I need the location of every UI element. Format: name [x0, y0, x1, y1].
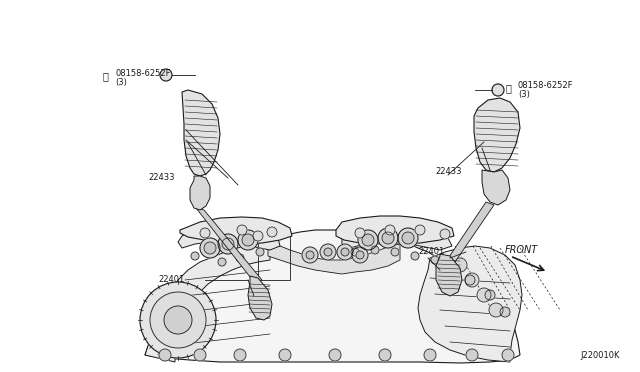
Circle shape: [378, 228, 398, 248]
Circle shape: [234, 349, 246, 361]
Circle shape: [222, 238, 234, 250]
Circle shape: [485, 290, 495, 300]
Circle shape: [200, 228, 210, 238]
Circle shape: [355, 228, 365, 238]
Circle shape: [164, 306, 192, 334]
Circle shape: [465, 275, 475, 285]
Text: 08158-6252F: 08158-6252F: [518, 80, 573, 90]
Text: 22401: 22401: [418, 247, 444, 257]
Circle shape: [160, 69, 172, 81]
Circle shape: [204, 242, 216, 254]
Circle shape: [453, 258, 467, 272]
Text: Ⓑ: Ⓑ: [102, 71, 108, 81]
Circle shape: [191, 252, 199, 260]
Circle shape: [236, 254, 244, 262]
Circle shape: [379, 349, 391, 361]
Circle shape: [150, 292, 206, 348]
Circle shape: [341, 248, 349, 256]
Circle shape: [415, 225, 425, 235]
Circle shape: [200, 238, 220, 258]
Circle shape: [324, 248, 332, 256]
Circle shape: [237, 225, 247, 235]
Polygon shape: [342, 225, 452, 250]
Circle shape: [440, 229, 450, 239]
Circle shape: [329, 349, 341, 361]
Circle shape: [489, 303, 503, 317]
Circle shape: [253, 231, 263, 241]
Circle shape: [242, 234, 254, 246]
Polygon shape: [182, 90, 220, 176]
Circle shape: [320, 244, 336, 260]
Circle shape: [477, 288, 491, 302]
Circle shape: [398, 228, 418, 248]
Text: (3): (3): [518, 90, 530, 99]
Polygon shape: [418, 246, 522, 362]
Polygon shape: [145, 230, 520, 363]
Circle shape: [465, 273, 479, 287]
Circle shape: [391, 248, 399, 256]
Circle shape: [358, 230, 378, 250]
Circle shape: [431, 256, 439, 264]
Polygon shape: [180, 217, 292, 244]
Text: 22433: 22433: [148, 173, 175, 183]
Circle shape: [337, 244, 353, 260]
Circle shape: [443, 263, 453, 273]
Circle shape: [502, 349, 514, 361]
Circle shape: [238, 230, 258, 250]
Polygon shape: [336, 216, 454, 244]
Text: 22433: 22433: [435, 167, 461, 176]
Polygon shape: [248, 276, 272, 320]
Circle shape: [362, 234, 374, 246]
Circle shape: [218, 258, 226, 266]
Circle shape: [140, 282, 216, 358]
Circle shape: [218, 234, 238, 254]
Circle shape: [159, 349, 171, 361]
Circle shape: [466, 349, 478, 361]
Polygon shape: [447, 202, 494, 262]
Polygon shape: [190, 176, 210, 210]
Circle shape: [371, 246, 379, 254]
Circle shape: [492, 84, 504, 96]
Polygon shape: [196, 208, 262, 282]
Polygon shape: [482, 170, 510, 205]
Circle shape: [385, 225, 395, 235]
Circle shape: [256, 248, 264, 256]
Polygon shape: [436, 254, 462, 296]
Circle shape: [302, 247, 318, 263]
Circle shape: [279, 349, 291, 361]
Circle shape: [352, 247, 368, 263]
Text: J220010K: J220010K: [580, 351, 620, 360]
Circle shape: [351, 248, 359, 256]
Polygon shape: [145, 244, 270, 362]
Polygon shape: [268, 244, 400, 274]
Text: (3): (3): [115, 77, 127, 87]
Circle shape: [402, 232, 414, 244]
Circle shape: [411, 252, 419, 260]
Polygon shape: [474, 98, 520, 172]
Text: FRONT: FRONT: [505, 245, 538, 255]
Text: Ⓑ: Ⓑ: [505, 83, 511, 93]
Circle shape: [424, 349, 436, 361]
Circle shape: [356, 251, 364, 259]
Text: 08158-6252F: 08158-6252F: [115, 68, 170, 77]
Text: 22401: 22401: [158, 276, 184, 285]
Circle shape: [500, 307, 510, 317]
Circle shape: [194, 349, 206, 361]
Circle shape: [267, 227, 277, 237]
Circle shape: [306, 251, 314, 259]
Polygon shape: [178, 225, 280, 250]
Circle shape: [382, 232, 394, 244]
